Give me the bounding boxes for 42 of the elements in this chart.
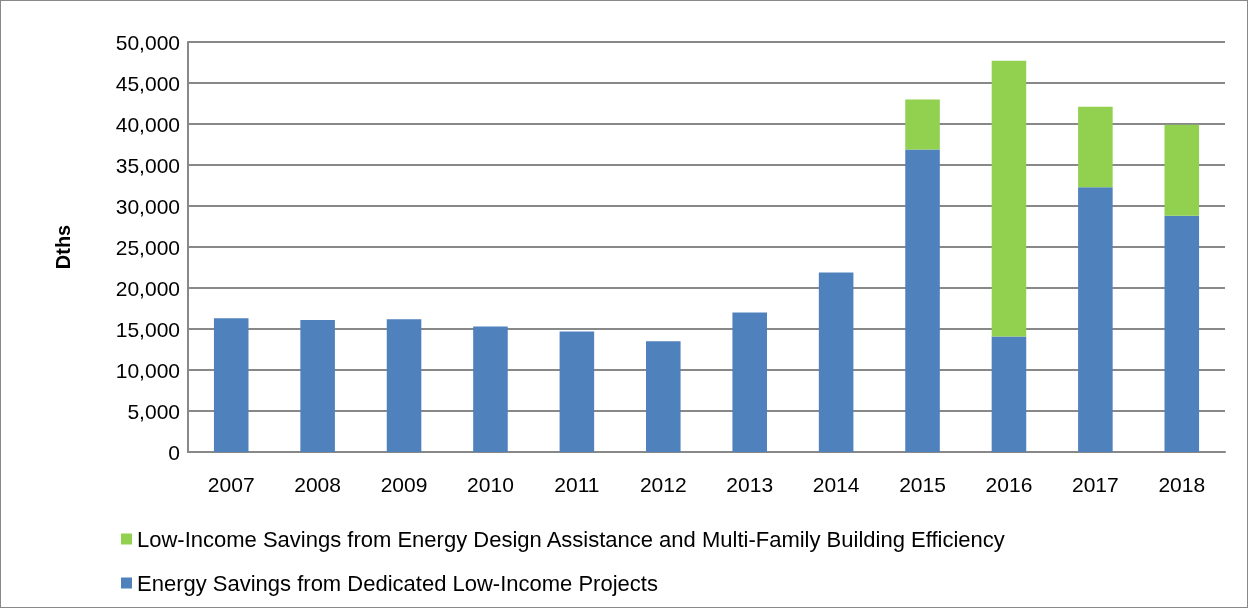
y-tick-label: 5,000 (127, 399, 180, 423)
y-tick-label: 0 (168, 440, 180, 464)
y-tick-label: 45,000 (115, 71, 180, 95)
x-tick-label: 2017 (1072, 473, 1119, 496)
x-tick-label: 2010 (467, 473, 514, 496)
y-tick-label: 35,000 (115, 153, 180, 177)
x-tick-label: 2013 (726, 473, 774, 496)
y-tick-label: 15,000 (115, 317, 180, 341)
x-tick-label: 2016 (985, 473, 1033, 496)
y-tick-label: 50,000 (115, 30, 180, 54)
y-tick-label: 40,000 (115, 112, 180, 136)
x-tick-label: 2014 (812, 473, 860, 496)
x-tick-label: 2009 (380, 473, 428, 496)
bar (646, 341, 681, 452)
legend-label: Energy Savings from Dedicated Low-Income Projects (137, 570, 658, 596)
x-tick-label: 2011 (554, 473, 600, 496)
y-tick-label: 10,000 (115, 358, 180, 382)
bar (991, 60, 1027, 337)
x-tick-label: 2008 (294, 473, 341, 496)
bar (1164, 124, 1200, 216)
bar (991, 336, 1027, 452)
bar (473, 326, 508, 452)
bar (1078, 106, 1113, 188)
bar (1164, 215, 1200, 452)
y-axis-title: Dths (52, 224, 74, 270)
x-tick-label: 2012 (639, 473, 687, 496)
legend-label: Low-Income Savings from Energy Design Assistance and Multi-Family Building Efficiency (137, 526, 1005, 552)
bar (818, 272, 854, 452)
bar (1078, 187, 1113, 452)
x-tick-label: 2007 (207, 473, 255, 496)
x-tick-label: 2018 (1158, 473, 1206, 496)
bar (300, 319, 335, 452)
y-tick-label: 25,000 (115, 235, 180, 259)
y-tick-label: 30,000 (115, 194, 180, 218)
bar (905, 149, 940, 452)
bar (386, 319, 422, 452)
bar (905, 99, 940, 150)
y-tick-label: 20,000 (115, 276, 180, 300)
bar (213, 318, 249, 452)
bar (559, 331, 595, 452)
bar (732, 312, 767, 452)
x-tick-label: 2015 (899, 473, 946, 496)
